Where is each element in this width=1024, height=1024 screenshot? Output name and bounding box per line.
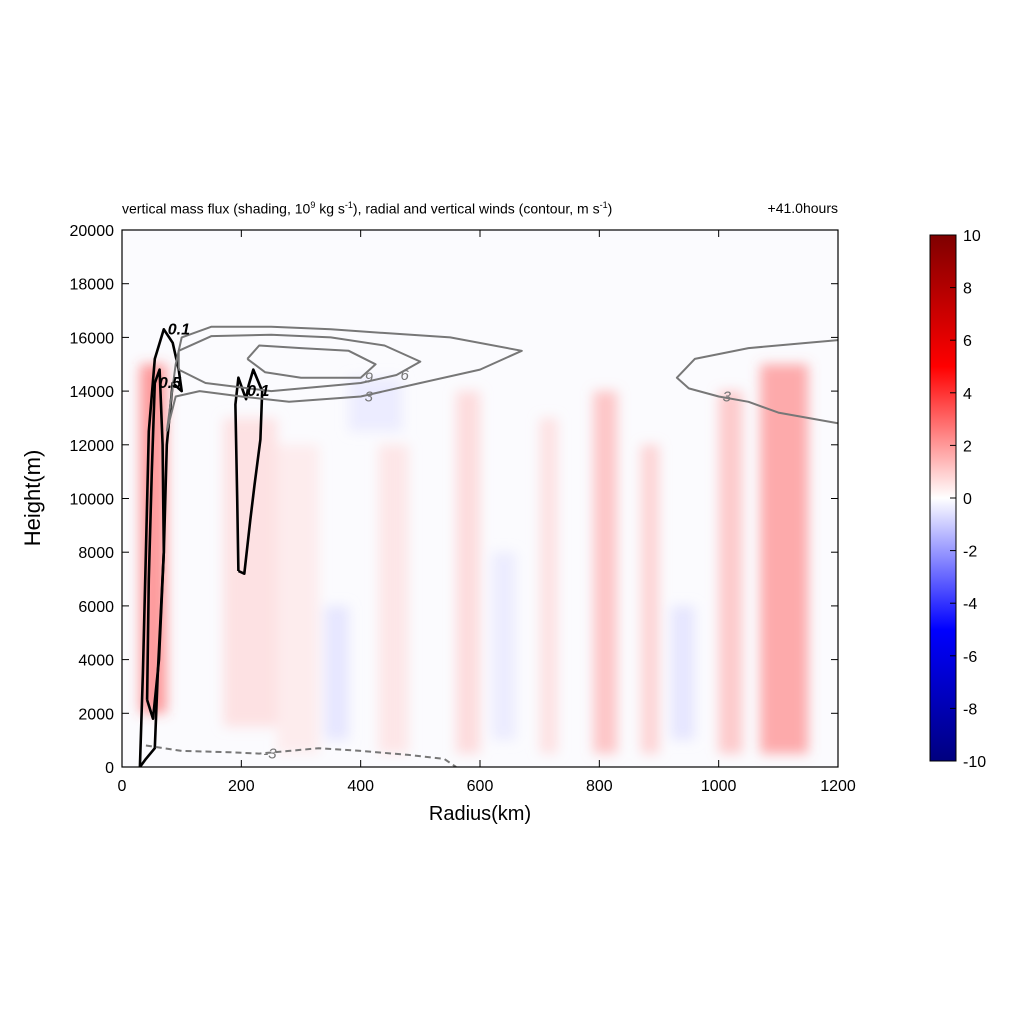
contour-label: 0.1 — [168, 321, 190, 338]
x-tick-label: 1000 — [701, 778, 737, 795]
x-tick-label: 200 — [228, 778, 255, 795]
contour-line — [675, 339, 838, 425]
shading-band — [348, 377, 403, 432]
colorbar-tick-label: -10 — [963, 754, 986, 771]
contour-line — [177, 333, 422, 393]
y-tick-label: 0 — [105, 760, 114, 777]
shading-band — [641, 444, 659, 754]
y-axis: 0 2000 4000 6000 8000 10000 12000 14000 16000 180… — [70, 223, 838, 777]
contour-line — [234, 368, 264, 575]
shading-band — [760, 364, 809, 754]
y-tick-label: 16000 — [70, 330, 115, 347]
colorbar-tick-label: 10 — [963, 228, 981, 245]
x-tick-label: 400 — [347, 778, 374, 795]
shading-band — [670, 605, 695, 741]
x-tick-label: 600 — [467, 778, 494, 795]
contour-line — [145, 368, 166, 720]
contour-label: 3 — [723, 388, 732, 405]
shading-band — [223, 417, 278, 727]
contour-line — [138, 328, 183, 767]
x-tick-label: 800 — [586, 778, 613, 795]
y-tick-label: 8000 — [78, 545, 114, 562]
shading-band — [539, 417, 558, 754]
colorbar-tick-label: 8 — [963, 281, 972, 298]
y-tick-label: 2000 — [78, 706, 114, 723]
colorbar-tick-label: 4 — [963, 386, 972, 403]
shading-band — [378, 444, 409, 754]
x-tick-label: 0 — [118, 778, 127, 795]
contour-label: 3 — [365, 388, 374, 405]
colorbar-tick-label: 0 — [963, 491, 972, 508]
contour-label: -3 — [263, 746, 277, 763]
colorbar-tick-label: -4 — [963, 596, 977, 613]
colorbar-tick-label: -8 — [963, 701, 977, 718]
shading-band — [277, 444, 319, 754]
contour-line — [145, 744, 457, 767]
contour-line — [246, 344, 377, 379]
x-axis-label: Radius(km) — [429, 803, 531, 825]
shading-band — [456, 391, 480, 754]
shading-band — [491, 552, 516, 741]
contour-label: 9 — [365, 370, 374, 387]
y-tick-label: 20000 — [70, 223, 115, 240]
x-axis: 0 200 400 600 800 1000 1200 — [118, 230, 856, 795]
y-tick-label: 12000 — [70, 438, 115, 455]
colorbar-tick-label: -2 — [963, 544, 977, 561]
shading-layer — [139, 364, 809, 754]
shading-band — [593, 391, 618, 754]
y-tick-label: 4000 — [78, 653, 114, 670]
y-tick-label: 14000 — [70, 384, 115, 401]
y-tick-label: 6000 — [78, 599, 114, 616]
contour-line — [165, 325, 523, 432]
colorbar-ticks: 10 8 6 4 2 0 -2 -4 -6 -8 -10 — [950, 228, 986, 771]
contour-label: 6 — [400, 367, 409, 384]
shading-band — [324, 605, 349, 741]
x-tick-label: 1200 — [820, 778, 856, 795]
colorbar-tick-label: -6 — [963, 649, 977, 666]
chart-title: vertical mass flux (shading, 109 kg s-1)… — [122, 200, 613, 217]
contour-label: 0.1 — [247, 383, 269, 400]
colorbar-tick-label: 6 — [963, 333, 972, 350]
shading-band — [718, 391, 743, 754]
colorbar-tick-label: 2 — [963, 438, 972, 455]
contour-label: 0.5 — [159, 375, 182, 392]
contour-layer — [138, 325, 838, 767]
y-tick-label: 18000 — [70, 277, 115, 294]
y-axis-label: Height(m) — [20, 450, 45, 547]
time-label: +41.0hours — [767, 200, 838, 216]
y-tick-label: 10000 — [70, 492, 115, 509]
